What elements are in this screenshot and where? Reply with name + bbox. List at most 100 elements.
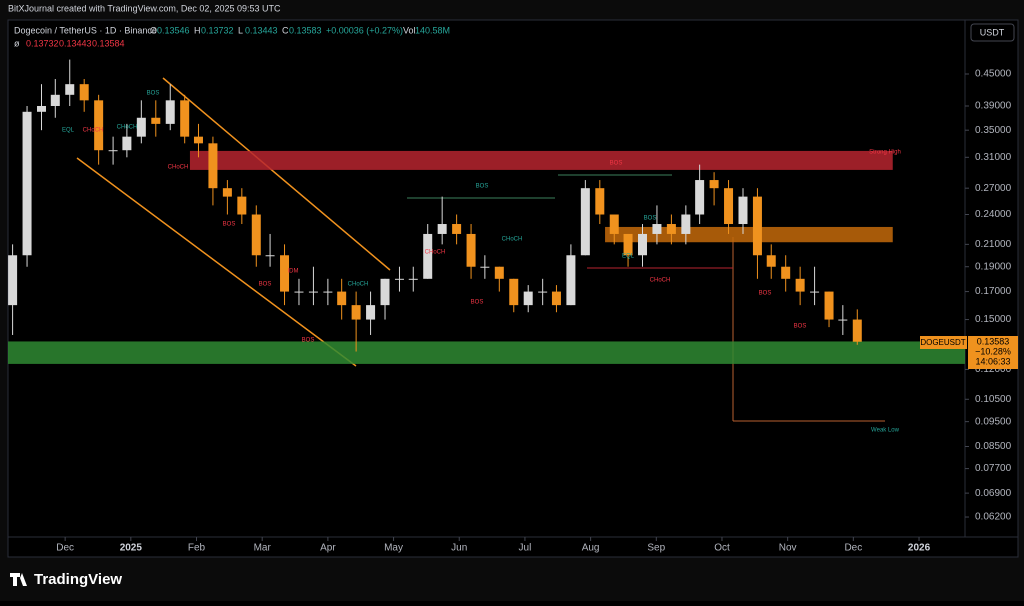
ohlc-label: H	[194, 25, 201, 35]
indicator-value: 0.13584	[92, 38, 125, 48]
annotation: EQL	[622, 254, 635, 260]
annotation: EQL	[62, 128, 75, 134]
volume-label: Vol	[403, 25, 416, 35]
logo-text: TradingView	[34, 571, 122, 588]
candle-body	[165, 100, 175, 124]
candle-body	[480, 266, 490, 268]
ohlc-label: L	[238, 25, 243, 35]
x-tick-label: Dec	[56, 543, 74, 554]
candle-body	[595, 188, 605, 215]
candle-body	[466, 233, 476, 267]
y-tick-label: 0.15000	[975, 314, 1012, 325]
footer: TradingView	[10, 571, 122, 588]
y-tick-label: 0.08500	[975, 441, 1012, 452]
candle-body	[637, 233, 647, 256]
zone	[605, 226, 893, 243]
candle-body	[237, 196, 247, 215]
currency-button[interactable]	[970, 23, 1015, 42]
candle-body	[623, 233, 633, 256]
candle-body	[681, 214, 691, 234]
candle-body	[65, 84, 75, 95]
currency-button-label[interactable]: USDT	[980, 27, 1005, 37]
candle-body	[337, 291, 347, 306]
candle-body	[50, 94, 60, 106]
ohlc-value: 0.13443	[245, 25, 278, 35]
drawings	[8, 77, 965, 422]
candle-body	[122, 136, 132, 151]
channel-line	[162, 77, 391, 271]
annotation: BOS	[259, 282, 272, 288]
candle-body	[838, 319, 848, 321]
candle-body	[494, 266, 504, 279]
x-tick-label: 2026	[908, 543, 931, 554]
candle-body	[36, 105, 46, 112]
annotation: BOS	[794, 324, 807, 330]
annotation: CHoCH	[502, 237, 523, 243]
candle-body	[280, 255, 290, 292]
candle-body	[509, 278, 519, 306]
x-tick-label: Aug	[582, 543, 600, 554]
candle-body	[94, 100, 104, 151]
annotation: Strong High	[869, 150, 901, 156]
candle-body	[423, 233, 433, 279]
annotation: CHoCH	[117, 125, 138, 131]
zone	[189, 150, 893, 170]
symbol: Dogecoin / TetherUS · 1D · Binance	[14, 25, 157, 35]
annotation: BOS	[644, 216, 657, 222]
y-tick-label: 0.24000	[975, 209, 1012, 220]
candle-body	[151, 117, 161, 124]
y-tick-label: 0.09500	[975, 416, 1012, 427]
watermark: BitXJournal created with TradingView.com…	[8, 3, 281, 13]
candle-body	[308, 291, 318, 293]
candle-body	[766, 255, 776, 267]
x-tick-label: Mar	[254, 543, 272, 554]
y-tick-label: 0.17000	[975, 286, 1012, 297]
annotation: BOS	[471, 300, 484, 306]
candle-body	[609, 214, 619, 234]
x-tick-label: Jun	[451, 543, 467, 554]
ohlc-label: C	[282, 25, 289, 35]
candle-body	[795, 278, 805, 292]
candle-body	[193, 136, 203, 144]
candle-body	[551, 291, 561, 306]
candle-body	[580, 188, 590, 256]
annotation: CHoCH	[168, 165, 189, 171]
candle-body	[323, 291, 333, 293]
candle-body	[380, 278, 390, 306]
x-tick-label: Sep	[647, 543, 665, 554]
candle-body	[222, 188, 232, 197]
candle-body	[709, 180, 719, 189]
annotation: Weak Low	[871, 428, 900, 434]
candle-body	[251, 214, 261, 256]
y-tick-label: 0.21000	[975, 239, 1012, 250]
ohlc-value: 0.13583	[289, 25, 322, 35]
annotation: BOS	[302, 338, 315, 344]
candle-body	[652, 224, 662, 234]
candle-body	[394, 278, 404, 280]
candle-body	[180, 100, 190, 137]
candle-body	[136, 117, 146, 137]
price-tag-price: 0.13583	[977, 336, 1010, 346]
y-tick-label: 0.27000	[975, 183, 1012, 194]
price-tag-change: −10.28%	[975, 346, 1011, 356]
y-tick-label: 0.31000	[975, 152, 1012, 163]
channel-line	[76, 157, 357, 367]
candle-body	[208, 143, 218, 189]
symbol-tag	[920, 336, 967, 349]
price-tag	[968, 336, 1018, 369]
x-tick-label: Feb	[188, 543, 206, 554]
candle-body	[781, 266, 791, 279]
x-tick-label: Nov	[779, 543, 797, 554]
annotation: CHoCH	[650, 278, 671, 284]
ohlc-label: O	[150, 25, 157, 35]
volume: 140.58M	[415, 25, 450, 35]
logo-icon	[10, 573, 27, 586]
candle-body	[366, 305, 376, 320]
candle-body	[752, 196, 762, 256]
candle-body	[22, 111, 32, 256]
y-tick-label: 0.12000	[975, 364, 1012, 375]
candle-body	[523, 291, 533, 306]
y-tick-label: 0.10500	[975, 394, 1012, 405]
annotation: IDM	[288, 269, 299, 275]
y-tick-label: 0.39000	[975, 101, 1012, 112]
